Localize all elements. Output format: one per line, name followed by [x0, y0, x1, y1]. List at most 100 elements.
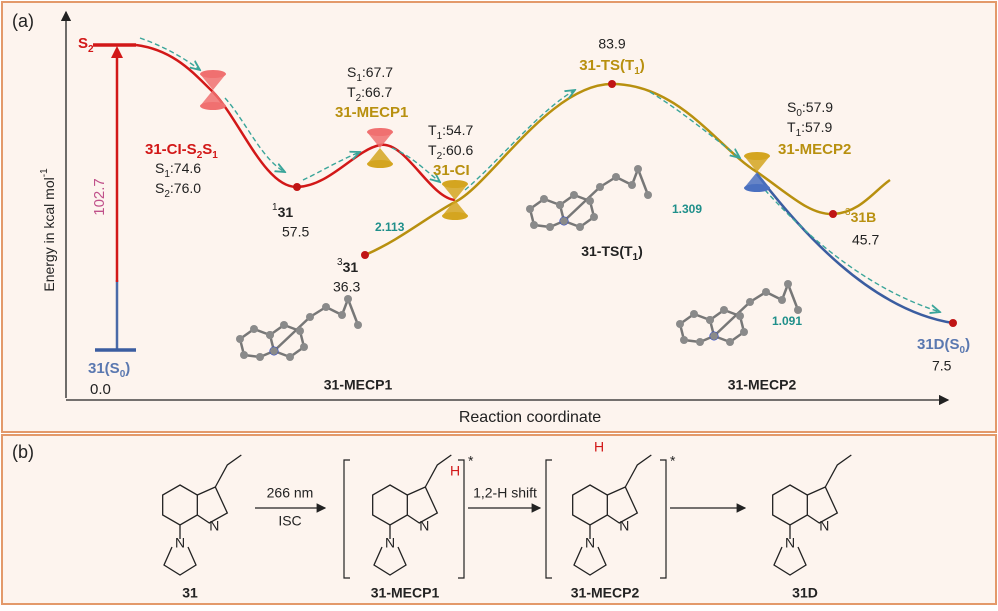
energy: 0.0 [90, 381, 111, 398]
atom-label: N [209, 518, 219, 534]
atom [306, 313, 314, 321]
cone [442, 184, 468, 200]
atom [240, 351, 248, 359]
s0-curve [756, 173, 954, 325]
structure [772, 454, 852, 576]
atom [644, 191, 652, 199]
energy: S2:76.0 [155, 180, 201, 200]
cone-rim [744, 152, 770, 160]
atom [344, 295, 352, 303]
energy: 45.7 [852, 232, 879, 248]
brackets [343, 459, 667, 579]
atom [628, 181, 636, 189]
cone-rim [442, 180, 468, 188]
cone [367, 148, 393, 164]
compound-label: 31 [182, 585, 198, 601]
state-label: 31(S0) [88, 360, 130, 380]
atom [280, 321, 288, 329]
energy: T1:57.9 [787, 119, 832, 139]
structure [572, 454, 652, 576]
atom [612, 173, 620, 181]
state-label: S2 [78, 35, 94, 55]
atom [576, 223, 584, 231]
x-axis-label: Reaction coordinate [459, 409, 601, 426]
panel-label: (a) [12, 11, 34, 31]
atom-label: N [419, 518, 429, 534]
atom [236, 335, 244, 343]
atom [706, 316, 714, 324]
atom [720, 306, 728, 314]
atom [784, 280, 792, 288]
cone [367, 132, 393, 148]
molecules [236, 165, 802, 361]
cone-rim [367, 160, 393, 168]
arrow-head [111, 46, 123, 58]
atom [746, 298, 754, 306]
energy: 7.5 [932, 358, 952, 374]
reaction-scheme: (b) 266 nm ISC 1,2-H shift * * 31 31-MEC… [12, 439, 852, 601]
atom [322, 303, 330, 311]
atom [526, 205, 534, 213]
energy-diagram: (a) Energy in kcal mol-1 Reaction coordi… [12, 10, 970, 426]
crossing-points [200, 70, 770, 220]
energy: T2:66.7 [347, 84, 392, 104]
bond-distance: 1.309 [672, 202, 702, 216]
atom [710, 332, 718, 340]
energy: S1:67.7 [347, 64, 393, 84]
atom [286, 353, 294, 361]
energy: 83.9 [598, 36, 625, 52]
atom-label: N [585, 535, 595, 551]
structure [372, 454, 452, 576]
cone-rim [442, 212, 468, 220]
cone-rim [744, 184, 770, 192]
atom [736, 312, 744, 320]
atom [546, 223, 554, 231]
y-axis-label: Energy in kcal mol-1 [39, 168, 57, 292]
structure-name: 31-MECP2 [728, 377, 797, 393]
point-name: 31-CI [433, 162, 470, 179]
energy: S0:57.9 [787, 99, 833, 119]
cone-rim [200, 102, 226, 110]
pathway-arrows [139, 37, 940, 312]
atom [778, 296, 786, 304]
atom [596, 183, 604, 191]
bond [636, 168, 650, 196]
structure-name: 31-TS(T1) [581, 243, 643, 263]
bond [273, 316, 311, 352]
atom-label: H [594, 439, 604, 455]
energy: 36.3 [333, 279, 360, 295]
atom [256, 353, 264, 361]
bond-distance: 1.091 [772, 314, 802, 328]
point-name: 31-MECP2 [778, 141, 851, 158]
atom [250, 325, 258, 333]
point-name: 331 [337, 257, 358, 275]
atom [794, 306, 802, 314]
point-name: 331B [845, 207, 876, 225]
energy: T1:54.7 [428, 122, 473, 142]
bond-distance: 2.113 [375, 220, 405, 234]
point-name: 31-TS(T1) [579, 57, 645, 77]
bond [786, 283, 800, 311]
panel-a [1, 1, 997, 433]
cone [200, 90, 226, 106]
atom [338, 311, 346, 319]
condition: 266 nm [267, 485, 314, 501]
cone [744, 156, 770, 172]
cone [744, 172, 770, 188]
atom [570, 191, 578, 199]
atom [740, 328, 748, 336]
atom [560, 217, 568, 225]
atom [676, 320, 684, 328]
structure-name: 31-MECP1 [324, 377, 393, 393]
atom-label: N [819, 518, 829, 534]
structure [162, 454, 242, 576]
atom-label: H [450, 463, 460, 479]
atom [680, 336, 688, 344]
atom [726, 338, 734, 346]
excitation-energy: 102.7 [91, 178, 108, 216]
atom [530, 221, 538, 229]
excited-mark: * [468, 453, 474, 469]
bond [563, 186, 601, 222]
energy: 57.5 [282, 224, 309, 240]
